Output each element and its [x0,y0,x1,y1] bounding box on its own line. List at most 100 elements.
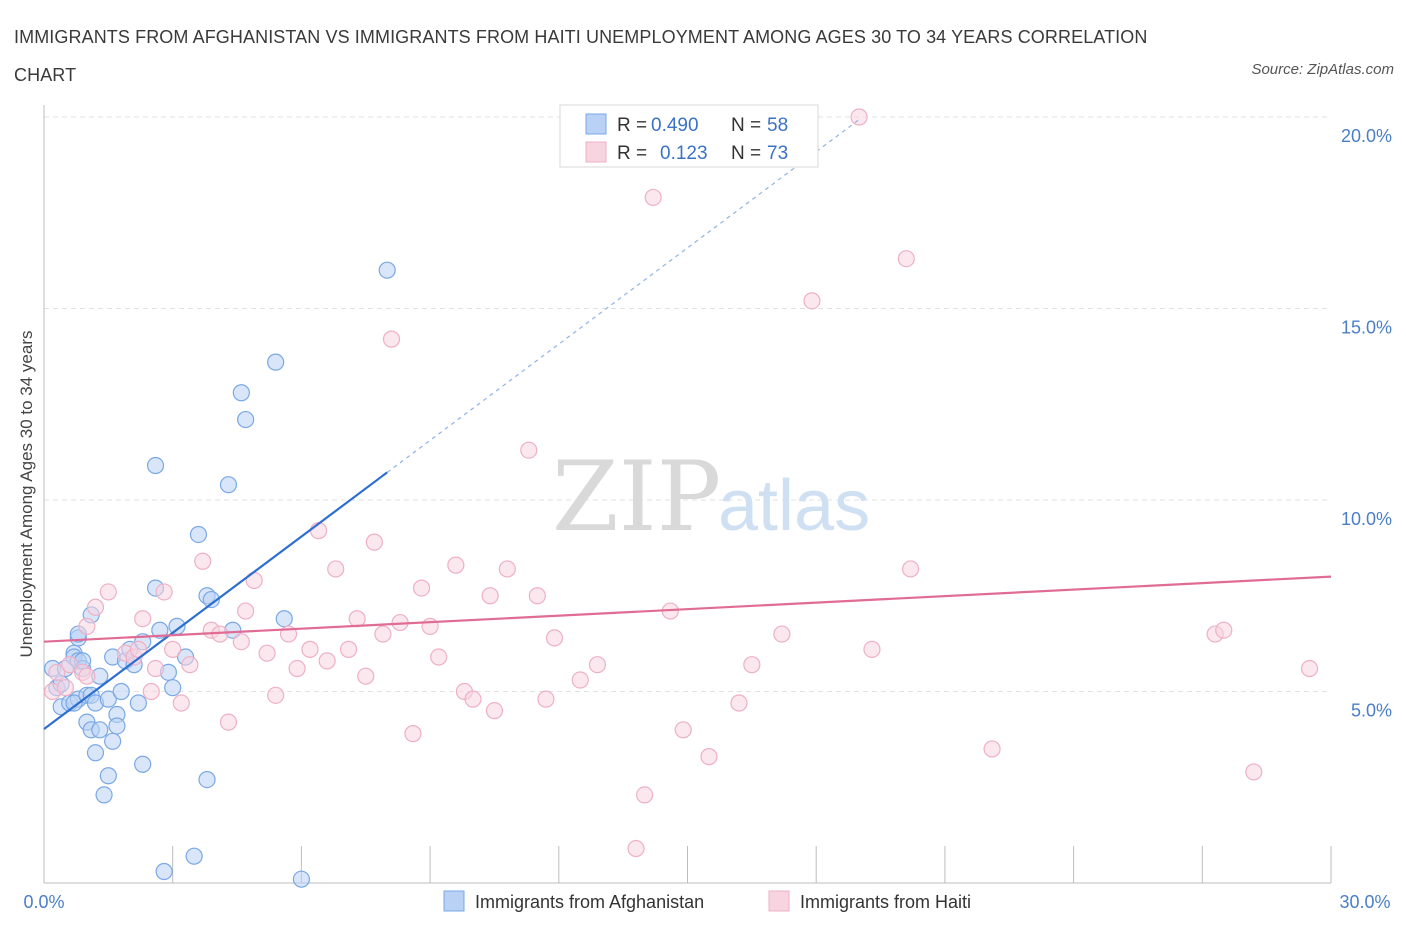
haiti-point [267,686,285,704]
afghanistan-point [219,476,238,494]
haiti-point [237,602,255,620]
legend-r-label-haiti: R = [617,143,647,164]
source-label: Source: ZipAtlas.com [1251,61,1394,78]
haiti-point [172,694,190,712]
haiti-point [61,656,79,674]
afghanistan-point [86,744,105,762]
afghanistan-point [99,690,117,708]
afghanistan-point [232,384,250,402]
haiti-point [588,656,607,674]
series-legend-label-haiti: Immigrants from Haiti [800,892,971,912]
haiti-point [863,640,881,658]
haiti-point [545,629,564,647]
haiti-point [674,721,692,739]
legend-r-label-afghanistan: R = [617,115,647,136]
haiti-point [142,682,160,701]
haiti-point [901,560,920,578]
haiti-point [181,656,199,674]
afghanistan-point [198,770,216,789]
afghanistan-point [112,682,130,701]
haiti-point [743,656,761,674]
haiti-point [571,671,589,689]
haiti-point [382,330,401,348]
haiti-point [348,610,366,628]
y-tick-label: 5.0% [1351,701,1392,721]
haiti-point [164,640,182,658]
haiti-point [56,679,75,697]
haiti-point [644,188,662,207]
series-legend: Immigrants from Afghanistan Immigrants f… [443,890,971,912]
afghanistan-point [292,870,310,888]
haiti-point [232,633,250,651]
afghanistan-point [237,410,255,429]
legend-n-value-afghanistan: 58 [767,115,788,136]
haiti-point [498,560,516,578]
series-legend-swatch-haiti [768,890,790,912]
haiti-point [318,652,336,670]
watermark-zip: ZIP [552,441,721,553]
haiti-point [430,648,448,666]
haiti-point [146,659,165,678]
haiti-point [78,617,96,635]
afghanistan-point [185,847,203,865]
haiti-point [528,587,546,605]
legend-swatch-afghanistan [585,113,607,135]
trendlines [43,119,1332,730]
haiti-point [773,625,791,643]
haiti-point [219,713,238,731]
y-tick-labels: 5.0% 10.0% 15.0% 20.0% [1341,126,1392,721]
legend-n-value-haiti: 73 [767,143,788,164]
gridlines [44,116,1331,692]
afghanistan-point [275,610,293,628]
haiti-point [301,640,319,658]
haiti-point [288,659,306,678]
haiti-point [404,725,422,743]
series-legend-label-afghanistan: Immigrants from Afghanistan [475,892,704,912]
legend-r-value-afghanistan: 0.490 [651,115,699,136]
haiti-point [485,702,504,720]
haiti-point [86,598,105,616]
afghanistan-point [378,261,396,279]
haiti-point [481,587,499,605]
haiti-point [365,533,383,551]
watermark-atlas: atlas [718,466,870,546]
haiti-trendline [43,575,1332,643]
haiti-point [520,441,538,459]
haiti-point [537,690,555,708]
haiti-point [1245,763,1263,781]
haiti-point [1300,659,1319,678]
x-tick-marks [43,846,1332,883]
legend-swatch-haiti [585,141,607,163]
haiti-point [421,617,439,635]
afghanistan-point [151,621,169,639]
correlation-legend: R = 0.490 N = 58 R = 0.123 N = 73 [559,104,819,168]
y-tick-label: 15.0% [1341,318,1392,338]
afghanistan-point [108,717,126,735]
haiti-point [258,644,276,662]
haiti-point [194,552,212,570]
afghanistan-point [91,721,109,739]
haiti-point [464,690,482,708]
afghanistan-point [202,590,220,609]
afghanistan-point [129,694,147,712]
haiti-point [78,667,96,685]
haiti-point [155,583,173,601]
haiti-point [983,740,1001,758]
afghanistan-point [267,353,285,371]
haiti-point [627,839,645,858]
afghanistan-point [104,732,122,750]
afghanistan-point [95,786,113,804]
afghanistan-point [155,862,173,881]
x-tick-label-max: 30.0% [1339,892,1390,912]
afghanistan-point [65,694,83,712]
y-axis-label: Unemployment Among Ages 30 to 34 years [17,331,36,658]
haiti-point [134,610,152,628]
y-tick-label: 10.0% [1341,509,1392,529]
haiti-point [339,640,358,658]
watermark: ZIP atlas [552,441,870,553]
afghanistan-trendline [43,471,388,730]
haiti-point [850,108,868,126]
series-legend-swatch-afghanistan [443,890,465,912]
haiti-point [897,250,915,268]
